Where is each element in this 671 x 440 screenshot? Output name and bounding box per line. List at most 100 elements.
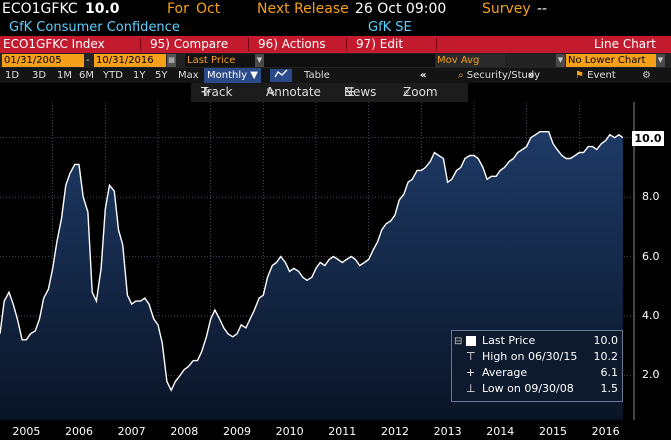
period-1m[interactable]: 1M <box>57 70 72 81</box>
mov-avg-dropdown-icon[interactable]: ▼ <box>556 54 565 67</box>
frequency-chevron-icon: ▼ <box>250 70 258 81</box>
x-tick-label: 2008 <box>170 425 199 438</box>
actions-label: Actions <box>281 37 326 51</box>
period-1d[interactable]: 1D <box>5 70 20 81</box>
security-study-label: Security/Study <box>466 70 541 81</box>
legend-value: 1.5 <box>600 382 619 395</box>
actions-num: 96) <box>258 37 278 51</box>
compare-button[interactable]: 95) Compare <box>150 36 228 53</box>
average-marker-icon: + <box>466 366 476 379</box>
y-tick-label: 4.0 <box>642 308 660 322</box>
source-label: GfK SE <box>368 20 412 35</box>
legend-label: Low on 09/30/08 <box>482 382 574 395</box>
security-study-button[interactable]: ⌕ Security/Study <box>458 68 540 83</box>
x-tick-label: 2009 <box>222 425 251 438</box>
low-marker-icon: ⊥ <box>466 382 476 395</box>
x-tick-label: 2014 <box>486 425 515 438</box>
next-release-label: Next Release <box>257 1 349 17</box>
lower-chart-dropdown-icon[interactable]: ▼ <box>656 54 665 67</box>
security-study-icon: ⌕ <box>458 70 464 81</box>
period-ytd[interactable]: YTD <box>103 70 123 81</box>
annotate-label: Annotate <box>266 85 321 99</box>
x-tick-label: 2016 <box>591 425 620 438</box>
last-value: 10.0 <box>85 1 120 17</box>
chart-type-label[interactable]: Line Chart <box>594 37 656 51</box>
x-tick-label: 2013 <box>433 425 462 438</box>
ticker-symbol: ECO1GFKC <box>2 1 78 17</box>
legend-high: ⊤ High on 06/30/15 10.2 <box>452 349 622 365</box>
nav-right-button[interactable]: » <box>528 70 535 81</box>
edit-num: 97) <box>356 37 376 51</box>
title-row: GfK Consumer Confidence GfK SE <box>0 19 671 36</box>
next-release-value: 26 Oct 09:00 <box>355 1 447 17</box>
actions-button[interactable]: 96) Actions <box>258 36 326 53</box>
security-field[interactable]: ECO1GFKC Index <box>0 36 143 53</box>
collapse-icon[interactable]: ⊟ <box>454 336 463 347</box>
news-icon: ☰ <box>344 85 355 99</box>
event-button[interactable]: ⚑ Event <box>575 68 616 83</box>
x-tick-label: 2010 <box>275 425 304 438</box>
legend-value: 6.1 <box>600 366 619 379</box>
for-value: Oct <box>196 1 221 17</box>
event-label: Event <box>587 70 616 81</box>
survey-label: Survey <box>482 1 531 17</box>
survey-value: -- <box>537 1 548 17</box>
compare-num: 95) <box>150 37 170 51</box>
command-bar: ECO1GFKC Index 95) Compare 96) Actions 9… <box>0 36 671 53</box>
last-value-flag: 10.0 <box>632 130 664 146</box>
compare-label: Compare <box>173 37 229 51</box>
start-date-field[interactable]: 01/31/2005 <box>2 54 84 67</box>
x-tick-label: 2011 <box>328 425 357 438</box>
legend-value: 10.2 <box>593 350 619 363</box>
x-tick-label: 2006 <box>64 425 93 438</box>
y-tick-label: 6.0 <box>642 249 660 263</box>
period-bar: 1D 3D 1M 6M YTD 1Y 5Y Max Monthly ▼ Tabl… <box>0 68 671 83</box>
chart-tools: ✛ Track ✎ Annotate ☰ News ⌕ Zoom <box>191 83 468 102</box>
settings-gear-icon[interactable]: ⚙ <box>642 70 651 81</box>
chart-legend[interactable]: ⊟ Last Price 10.0 ⊤ High on 06/30/15 10.… <box>451 330 623 402</box>
edit-button[interactable]: 97) Edit <box>356 36 403 53</box>
legend-label: High on 06/30/15 <box>482 350 578 363</box>
legend-last-price: ⊟ Last Price 10.0 <box>452 333 622 349</box>
nav-left-button[interactable]: « <box>420 70 427 81</box>
magnifier-icon: ⌕ <box>403 85 410 99</box>
frequency-dropdown[interactable]: Monthly ▼ <box>204 68 261 83</box>
ticker-row: ECO1GFKC 10.0 For Oct Next Release 26 Oc… <box>0 0 671 19</box>
x-tick-label: 2012 <box>380 425 409 438</box>
track-label: Track <box>201 85 233 99</box>
line-chart-icon[interactable] <box>270 69 292 82</box>
calendar-icon[interactable]: ▦ <box>167 54 176 67</box>
zoom-label: Zoom <box>403 85 438 99</box>
crosshair-icon: ✛ <box>201 85 212 99</box>
tool-row: ✛ Track ✎ Annotate ☰ News ⌕ Zoom <box>0 83 671 102</box>
settings-bar: 01/31/2005 - 10/31/2016 ▦ Last Price ▼ M… <box>0 53 671 68</box>
legend-low: ⊥ Low on 09/30/08 1.5 <box>452 381 622 397</box>
news-label: News <box>344 85 377 99</box>
series-title: GfK Consumer Confidence <box>9 20 180 35</box>
x-tick-label: 2015 <box>538 425 567 438</box>
lower-chart-field[interactable]: No Lower Chart <box>566 54 656 67</box>
for-label: For <box>167 1 189 17</box>
x-tick-label: 2007 <box>117 425 146 438</box>
y-tick-label: 2.0 <box>642 368 660 382</box>
period-max[interactable]: Max <box>178 70 199 81</box>
period-5y[interactable]: 5Y <box>155 70 168 81</box>
frequency-label: Monthly <box>207 70 248 81</box>
legend-label: Last Price <box>482 334 536 347</box>
mov-avg-field[interactable]: Mov Avg <box>435 54 505 67</box>
edit-label: Edit <box>379 37 404 51</box>
end-date-field[interactable]: 10/31/2016 <box>94 54 166 67</box>
legend-value: 10.0 <box>593 334 619 347</box>
y-tick-label: 8.0 <box>642 190 660 204</box>
price-line <box>0 131 624 392</box>
price-field[interactable]: Last Price <box>185 54 255 67</box>
legend-average: + Average 6.1 <box>452 365 622 381</box>
period-6m[interactable]: 6M <box>79 70 94 81</box>
price-dropdown-icon[interactable]: ▼ <box>255 54 264 67</box>
period-1y[interactable]: 1Y <box>133 70 146 81</box>
pencil-icon: ✎ <box>266 85 277 99</box>
table-button[interactable]: Table <box>304 70 330 81</box>
period-3d[interactable]: 3D <box>32 70 47 81</box>
event-icon: ⚑ <box>575 70 584 81</box>
date-separator: - <box>86 55 90 66</box>
